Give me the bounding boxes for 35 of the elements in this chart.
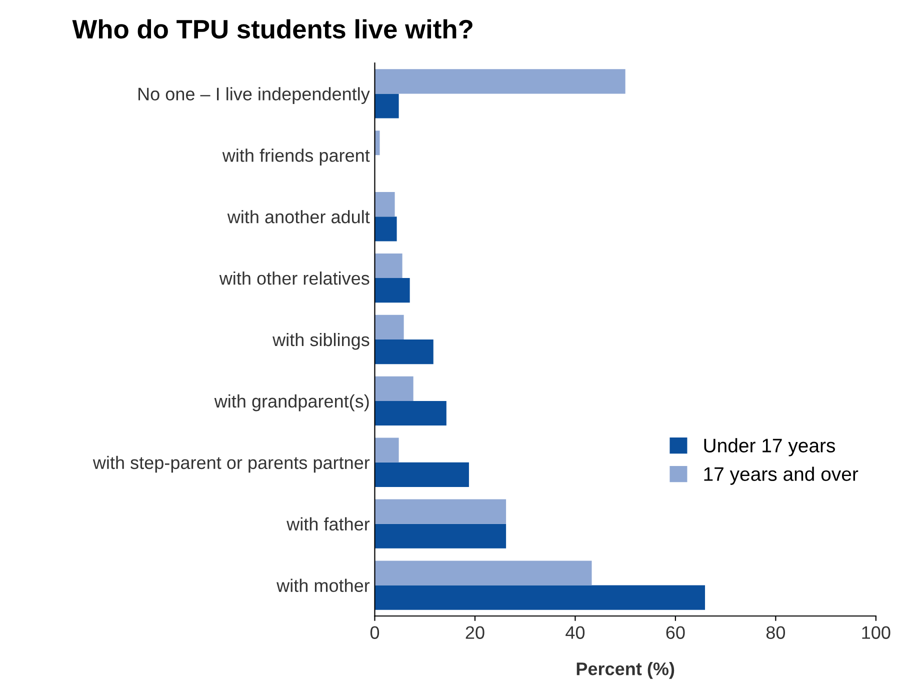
x-axis-title: Percent (%) [576, 662, 674, 679]
y-tick-label: with step-parent or parents partner [92, 456, 370, 473]
bar [374, 69, 626, 94]
y-tick-label: with father [286, 517, 370, 531]
x-tick-label: 80 [766, 626, 786, 639]
legend-label: 17 years and over [704, 466, 858, 485]
y-tick-label: with another adult [227, 210, 370, 224]
x-tick-label: 100 [862, 626, 890, 639]
bar [374, 340, 434, 364]
x-tick-label: 40 [566, 626, 585, 639]
bar [374, 314, 404, 340]
bar [374, 560, 592, 586]
x-tick-label: 20 [466, 626, 484, 639]
bar [374, 585, 706, 610]
bar [374, 253, 402, 278]
y-tick-label: with grandparent(s) [214, 394, 369, 412]
bar [374, 462, 469, 487]
bar [374, 400, 446, 426]
y-tick-label: with friends parent [222, 148, 370, 166]
x-tick-label: 60 [666, 626, 685, 639]
chart-title: Who do TPU students live with? [72, 19, 472, 39]
bar [374, 524, 506, 548]
x-tick-label: 0 [370, 626, 380, 639]
bar [374, 192, 395, 217]
legend-label: Under 17 years [704, 438, 836, 456]
bar [374, 94, 399, 118]
y-tick-label: with siblings [272, 332, 370, 350]
y-tick-label: with mother [276, 578, 370, 592]
bar [374, 438, 399, 462]
bar [374, 499, 506, 524]
bar [374, 216, 397, 242]
bar [374, 278, 410, 303]
bar [374, 376, 414, 401]
y-tick-label: No one – I live independently [138, 87, 370, 104]
y-tick-label: with other relatives [219, 272, 370, 285]
